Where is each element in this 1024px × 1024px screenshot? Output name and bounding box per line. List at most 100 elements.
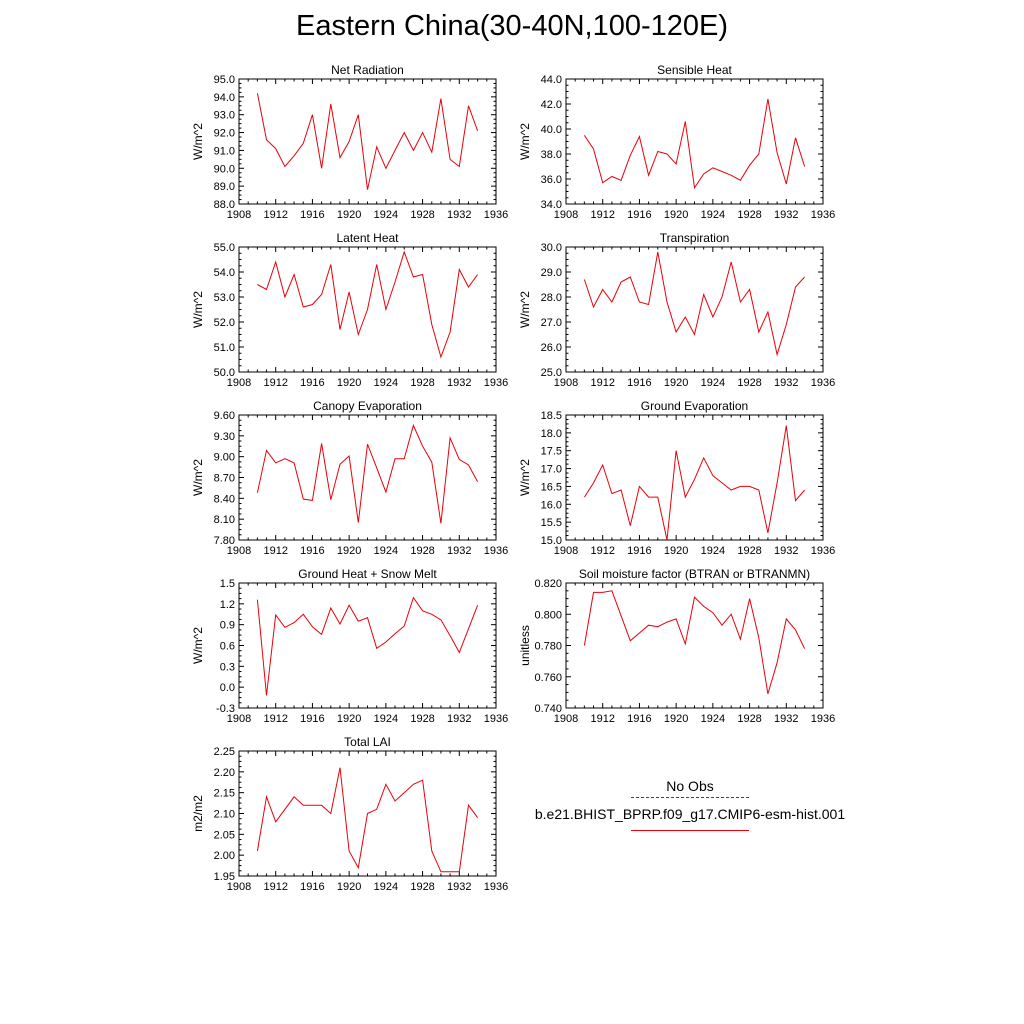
legend-obs-line [631,797,749,798]
x-tick-label: 1916 [627,713,651,725]
x-tick-label: 1936 [811,209,835,221]
x-tick-label: 1908 [227,545,251,557]
y-axis-label: W/m^2 [518,459,532,496]
x-tick-label: 1916 [300,545,324,557]
chart-panel: 1908 1912 1916 1920 1924 1928 1932 1936 1.95 2.00… [191,735,508,893]
x-tick-label: 1932 [774,713,798,725]
x-tick-label: 1932 [447,377,471,389]
y-tick-label: 42.0 [541,99,562,111]
x-tick-label: 1928 [737,545,761,557]
x-tick-label: 1928 [737,713,761,725]
x-tick-label: 1912 [263,209,287,221]
x-tick-label: 1912 [590,209,614,221]
y-tick-label: 2.15 [214,788,235,800]
x-tick-label: 1928 [410,713,434,725]
x-tick-label: 1924 [374,713,398,725]
x-tick-label: 1936 [484,377,508,389]
y-tick-label: 53.0 [214,292,235,304]
legend-model-line [631,830,749,831]
y-axis-label: m2/m2 [191,795,205,832]
y-tick-label: 0.800 [534,609,562,621]
y-tick-label: 51.0 [214,342,235,354]
y-tick-label: 2.20 [214,767,235,779]
y-tick-label: 54.0 [214,267,235,279]
y-axis-label: W/m^2 [191,123,205,160]
y-tick-label: 30.0 [541,242,562,254]
x-tick-label: 1924 [374,377,398,389]
chart-panel: 1908 1912 1916 1920 1924 1928 1932 1936 34.0 36.0… [518,63,835,221]
x-tick-label: 1920 [664,377,688,389]
y-tick-label: 40.0 [541,124,562,136]
x-tick-label: 1916 [300,881,324,893]
x-tick-label: 1920 [337,713,361,725]
series-line [583,590,806,695]
x-tick-label: 1924 [374,881,398,893]
x-tick-label: 1928 [410,209,434,221]
chart-panel: 1908 1912 1916 1920 1924 1928 1932 1936 88.0 89.0… [191,63,508,221]
chart-panel: 1908 1912 1916 1920 1924 1928 1932 1936 -0.3 0.0 0… [191,567,508,725]
y-tick-label: 0.0 [220,682,235,694]
x-tick-label: 1916 [627,209,651,221]
legend: No Obs b.e21.BHIST_BPRP.f09_g17.CMIP6-es… [520,778,860,831]
x-tick-label: 1936 [811,545,835,557]
y-tick-label: 7.80 [214,535,235,547]
panel-title: Soil moisture factor (BTRAN or BTRANMN) [579,567,810,581]
y-tick-label: 8.10 [214,514,235,526]
y-tick-label: 94.0 [214,92,235,104]
panel-title: Transpiration [660,231,730,245]
x-tick-label: 1936 [484,881,508,893]
y-tick-label: 28.0 [541,292,562,304]
chart-panel: 1908 1912 1916 1920 1924 1928 1932 1936 7.80 8.10… [191,399,508,557]
series-line [256,596,479,696]
x-tick-label: 1920 [664,545,688,557]
x-tick-label: 1936 [811,713,835,725]
plot-frame [238,78,497,205]
x-tick-label: 1916 [300,209,324,221]
x-tick-label: 1908 [554,209,578,221]
y-tick-label: 2.00 [214,850,235,862]
series-line [583,425,805,541]
x-tick-label: 1928 [410,545,434,557]
series-line [256,423,479,524]
y-tick-label: 95.0 [214,74,235,86]
y-tick-label: 29.0 [541,267,562,279]
series-line [256,767,479,873]
y-tick-label: 8.70 [214,473,235,485]
y-axis-label: unitless [518,625,532,666]
y-tick-label: 89.0 [214,181,235,193]
series-line [256,93,479,190]
y-tick-label: -0.3 [216,703,235,715]
y-tick-label: 0.740 [534,703,562,715]
panel-title: Ground Evaporation [641,399,748,413]
y-tick-label: 9.00 [214,452,235,464]
chart-panel: 1908 1912 1916 1920 1924 1928 1932 1936 25.0 26.0… [518,231,835,389]
x-tick-label: 1928 [737,377,761,389]
y-tick-label: 8.40 [214,493,235,505]
panel-title: Ground Heat + Snow Melt [298,567,437,581]
y-tick-label: 17.5 [541,446,562,458]
x-tick-label: 1908 [227,209,251,221]
x-tick-label: 1912 [590,713,614,725]
y-tick-label: 0.760 [534,672,562,684]
y-tick-label: 0.9 [220,620,235,632]
y-tick-label: 88.0 [214,199,235,211]
y-tick-label: 52.0 [214,317,235,329]
y-tick-label: 92.0 [214,128,235,140]
y-tick-label: 2.10 [214,809,235,821]
x-tick-label: 1908 [554,377,578,389]
x-tick-label: 1932 [447,545,471,557]
chart-panel: 1908 1912 1916 1920 1924 1928 1932 1936 0.740 0.7… [518,567,835,725]
y-tick-label: 34.0 [541,199,562,211]
panel-title: Latent Heat [336,231,399,245]
chart-panel: 1908 1912 1916 1920 1924 1928 1932 1936 15.0 15.5… [518,399,835,557]
x-tick-label: 1928 [410,881,434,893]
x-tick-label: 1912 [263,881,287,893]
y-tick-label: 0.820 [534,578,562,590]
x-tick-label: 1928 [410,377,434,389]
x-tick-label: 1920 [664,713,688,725]
plot-frame [565,582,824,709]
y-tick-label: 55.0 [214,242,235,254]
x-tick-label: 1912 [263,545,287,557]
plot-frame [565,246,824,373]
x-tick-label: 1936 [484,545,508,557]
